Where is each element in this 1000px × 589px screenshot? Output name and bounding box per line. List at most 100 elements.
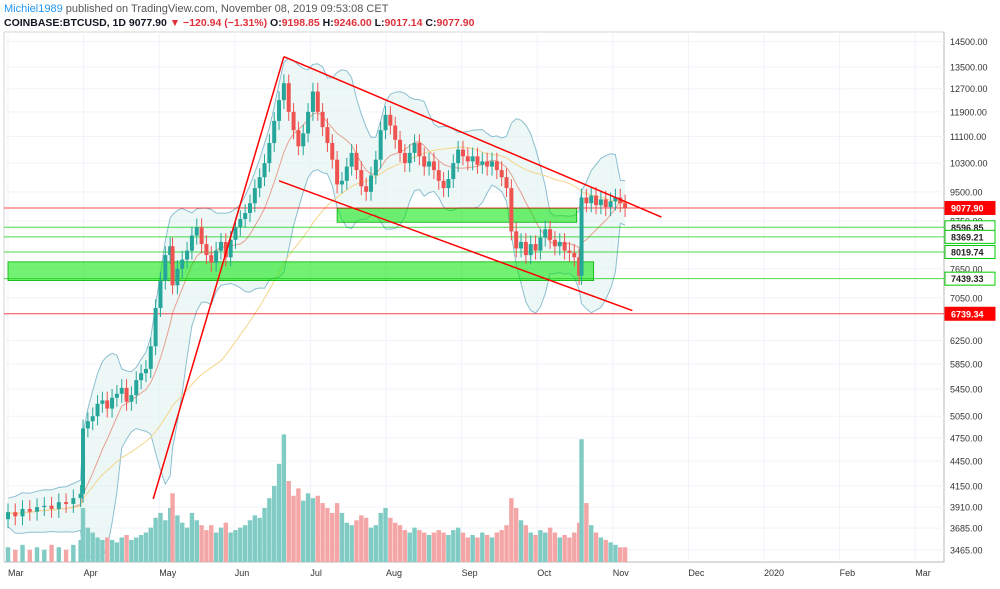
volume-bar <box>363 517 369 562</box>
volume-bar <box>330 512 335 562</box>
volume-bar <box>349 525 354 562</box>
candle-body <box>494 161 499 171</box>
volume-bar <box>213 532 219 562</box>
volume-bar <box>109 539 115 562</box>
price-tick-label: 4450.00 <box>950 457 983 467</box>
candle-body <box>27 508 32 512</box>
candle-body <box>296 130 301 147</box>
volume-bar <box>119 537 124 562</box>
time-tick-label: Feb <box>840 568 856 578</box>
candle-body <box>129 395 134 402</box>
candle-body <box>388 114 393 126</box>
candle-body <box>90 416 95 422</box>
volume-bar <box>296 488 301 562</box>
price-tick-label: 3910.00 <box>950 503 983 513</box>
volume-bar <box>504 525 509 562</box>
volume-bar <box>489 537 495 562</box>
candle-body <box>344 166 349 181</box>
volume-bar <box>90 532 95 562</box>
volume-bar <box>579 439 584 562</box>
volume-bar <box>460 532 466 562</box>
price-tag-label: 7439.33 <box>951 274 984 284</box>
candle-body <box>49 505 54 509</box>
volume-bar <box>417 530 422 562</box>
candle-body <box>567 250 572 253</box>
price-tag-label: 8369.21 <box>951 232 984 242</box>
time-tick-label: Apr <box>84 568 98 578</box>
time-tick-label: Oct <box>537 568 552 578</box>
candle-body <box>339 180 344 185</box>
candle-body <box>233 227 238 240</box>
candle-body <box>228 239 233 258</box>
volume-bar <box>56 547 62 562</box>
candle-body <box>398 139 403 153</box>
volume-bar <box>499 530 504 562</box>
volume-bar <box>593 532 599 562</box>
candle-body <box>608 201 613 208</box>
volume-bar <box>354 520 359 562</box>
volume-bar <box>603 539 608 562</box>
candle-body <box>562 241 567 251</box>
candle-body <box>134 380 139 396</box>
symbol-line: COINBASE:BTCUSD, 1D 9077.90 ▼ −120.94 (−… <box>4 16 474 30</box>
author-link[interactable]: Michiel1989 <box>4 3 63 15</box>
candle-body <box>623 203 628 208</box>
moving-average-slow <box>7 146 626 515</box>
volume-bar <box>589 525 594 562</box>
symbol-name: COINBASE:BTCUSD, 1D <box>4 17 126 29</box>
volume-bar <box>184 527 190 562</box>
candle-body <box>20 508 25 517</box>
volume-bar <box>402 530 408 562</box>
volume-bar <box>339 512 345 562</box>
candle-body <box>252 188 257 204</box>
candle-body <box>548 229 553 240</box>
volume-bar <box>325 508 330 562</box>
candle-body <box>330 143 335 160</box>
candle-body <box>262 163 267 178</box>
volume-bar <box>622 547 628 562</box>
volume-bar <box>247 520 253 562</box>
volume-bar <box>85 527 91 562</box>
candle-body <box>354 152 359 171</box>
volume-bar <box>378 512 383 562</box>
volume-bar <box>422 532 427 562</box>
price-tag-box <box>944 244 996 259</box>
volume-bar <box>451 530 456 562</box>
volume-bar <box>180 522 185 562</box>
candle-body <box>475 156 480 165</box>
volume-bar <box>562 535 567 562</box>
volume-bar <box>518 520 524 562</box>
candle-body <box>359 170 364 187</box>
time-tick-label: May <box>159 568 177 578</box>
volume-bar <box>567 537 572 562</box>
last-price: 9077.90 <box>128 17 167 29</box>
candle-body <box>105 400 110 409</box>
candle-body <box>272 120 277 144</box>
trend-line <box>283 55 662 218</box>
candle-body <box>119 387 124 394</box>
candle-body <box>528 244 533 256</box>
candle-body <box>95 403 100 417</box>
ohlc-low: 9017.14 <box>384 17 423 29</box>
price-tick-label: 7050.00 <box>950 293 983 303</box>
volume-bar <box>267 498 272 562</box>
volume-bar <box>286 481 291 562</box>
price-tick-label: 9500.00 <box>950 187 983 197</box>
candle-body <box>71 498 76 504</box>
volume-bar <box>204 530 209 562</box>
volume-bar <box>100 539 105 562</box>
candle-body <box>209 255 214 263</box>
time-tick-label: Nov <box>613 568 630 578</box>
volume-bar <box>175 515 180 562</box>
volume-bar <box>194 520 199 562</box>
price-change: ▼ −120.94 (−1.31%) <box>169 17 268 29</box>
ohlc-high-label: H: <box>322 17 334 29</box>
candles <box>6 74 628 529</box>
volume-bar <box>533 535 538 562</box>
candle-body <box>81 428 86 494</box>
candle-body <box>519 241 524 249</box>
volume-bar <box>233 530 238 562</box>
volume-bar <box>543 532 548 562</box>
volume-bar <box>393 522 398 562</box>
